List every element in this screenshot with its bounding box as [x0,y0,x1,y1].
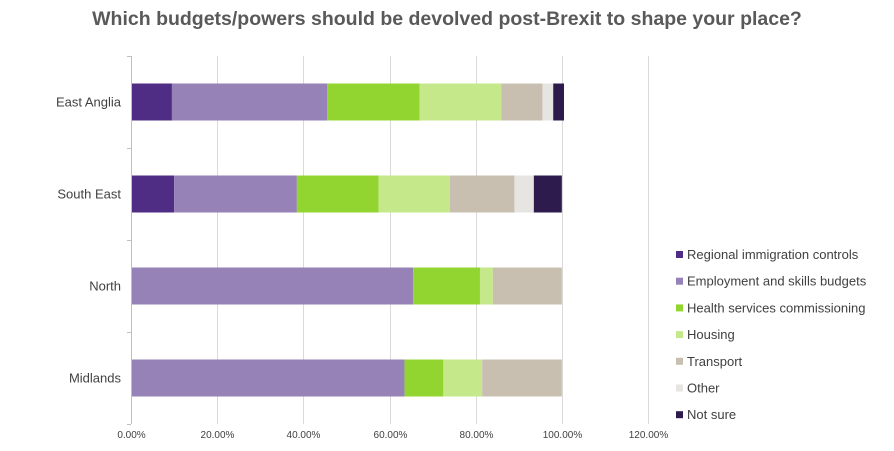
legend-label: Not sure [687,407,736,422]
bar-segment [501,83,543,121]
legend-label: Transport [687,354,743,369]
legend-label: Other [687,381,720,396]
bar-segment [419,83,502,121]
category-label: North [89,279,121,294]
x-tick-label: 100.00% [543,430,583,441]
bar-segment [131,83,172,121]
axes: 0.00% 20.00% 40.00% 60.00% 80.00% 100.00% 120.… [56,56,668,441]
legend-swatch [676,331,683,339]
legend-swatch [676,304,683,312]
x-tick-label: 60.00% [374,430,408,441]
legend-swatch [676,277,683,285]
x-tick-label: 80.00% [460,430,494,441]
bar-segment [449,175,515,213]
legend-swatch [676,411,683,419]
bar-segment [492,267,562,305]
bar-segment [413,267,480,305]
bar-segment [327,83,420,121]
category-label: Midlands [69,371,122,386]
bar-segment [174,175,297,213]
bar-segment [542,83,554,121]
legend-swatch [676,251,683,258]
bar-segment [378,175,450,213]
legend-swatch [676,384,683,392]
bar-segment [171,83,328,121]
legend-label: Regional immigration controls [687,247,859,262]
bar-segment [479,267,493,305]
bar-segment [131,267,414,305]
legend: Regional immigration controls Employment … [676,247,867,422]
bar-segment [131,175,175,213]
category-label: South East [57,187,121,202]
bar-segment [404,359,444,397]
chart-title: Which budgets/powers should be devolved … [92,8,802,30]
x-tick-label: 0.00% [117,430,145,441]
legend-label: Housing [687,327,735,342]
legend-label: Employment and skills budgets [687,274,867,289]
bar-segment [131,359,405,397]
bars [131,83,564,397]
bar-segment [443,359,483,397]
x-tick-label: 40.00% [287,430,321,441]
x-tick-label: 20.00% [201,430,235,441]
legend-label: Health services commissioning [687,300,865,315]
bar-segment [553,83,564,121]
bar-segment [296,175,379,213]
bar-segment [514,175,534,213]
bar-segment [533,175,562,213]
bar-segment [482,359,562,397]
category-label: East Anglia [56,95,122,110]
x-tick-label: 120.00% [629,430,669,441]
legend-swatch [676,357,683,365]
